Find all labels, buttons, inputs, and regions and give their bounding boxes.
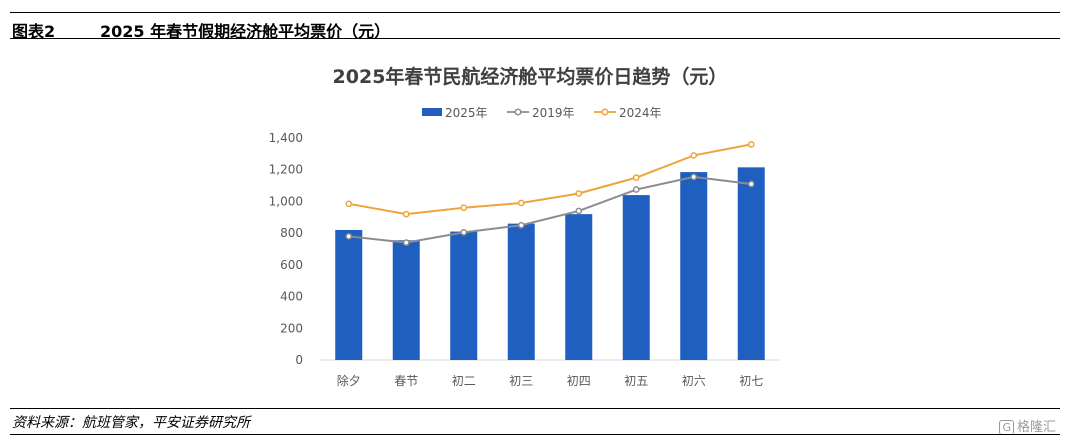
y-tick-label: 600 <box>280 258 303 272</box>
bar-2025 <box>507 223 535 360</box>
line-point-2024年 <box>402 210 410 218</box>
source-note: 资料来源：航班管家，平安证券研究所 <box>12 415 250 431</box>
line-point-2024年 <box>632 174 640 181</box>
line-point-2019年 <box>747 180 755 188</box>
legend-label: 2024年 <box>619 106 662 120</box>
line-point-2024年 <box>460 204 468 212</box>
line-point-2019年 <box>575 207 583 215</box>
footer-top-rule <box>10 408 1060 409</box>
line-point-2024年 <box>345 200 353 208</box>
x-tick-label: 初五 <box>624 374 648 388</box>
legend-swatch-bar <box>422 108 442 116</box>
footer-bottom-rule <box>10 434 1060 435</box>
watermark-logo-icon: G <box>999 420 1014 435</box>
chart-title: 2025年春节民航经济舱平均票价日趋势（元） <box>333 65 728 88</box>
line-series <box>345 140 755 247</box>
x-tick-label: 初七 <box>739 374 763 388</box>
x-axis: 除夕 春节 初二 初三 初四 初五 初六 初七 <box>320 359 780 388</box>
bar-2025 <box>335 229 363 360</box>
line-point-2024年 <box>575 190 583 197</box>
y-tick-label: 200 <box>280 321 303 335</box>
line-point-2019年 <box>632 186 640 193</box>
header-top-rule <box>10 12 1060 13</box>
legend-swatch-marker <box>601 108 609 116</box>
figure-label: 图表2 <box>12 22 56 41</box>
x-tick-label: 春节 <box>394 374 418 388</box>
line-2024年 <box>348 143 752 216</box>
figure-header: 图表2 2025 年春节假期经济舱平均票价（元） <box>10 6 1060 41</box>
legend-label: 2019年 <box>532 106 575 120</box>
y-tick-label: 400 <box>280 290 303 304</box>
watermark-text: 格隆汇 <box>1016 420 1056 435</box>
figure-title: 2025 年春节假期经济舱平均票价（元） <box>100 22 391 41</box>
x-tick-label: 初三 <box>509 374 533 388</box>
chart-legend: 2025年 2019年 2024年 <box>422 106 662 120</box>
line-point-2024年 <box>690 152 698 159</box>
x-tick-label: 初二 <box>452 374 476 388</box>
watermark: G 格隆汇 <box>999 416 1056 435</box>
fare-trend-chart: 2025年春节民航经济舱平均票价日趋势（元） 2025年 2019年 2024年 0… <box>269 65 780 388</box>
line-point-2019年 <box>402 239 410 247</box>
line-point-2024年 <box>747 140 755 148</box>
legend-label: 2025年 <box>445 106 488 120</box>
bar-2025 <box>737 167 765 360</box>
y-tick-label: 800 <box>280 226 303 240</box>
line-point-2024年 <box>517 199 525 207</box>
bar-2025 <box>565 214 593 360</box>
figure-footer: 资料来源：航班管家，平安证券研究所 G 格隆汇 <box>10 404 1060 444</box>
x-tick-label: 除夕 <box>337 373 361 388</box>
line-point-2019年 <box>517 221 525 229</box>
y-axis: 0 200 400 600 800 1,000 1,200 1,400 <box>269 131 303 367</box>
legend-swatch-marker <box>514 108 522 116</box>
y-tick-label: 1,400 <box>269 131 303 145</box>
bar-2025 <box>450 231 478 360</box>
line-point-2019年 <box>345 232 353 240</box>
x-tick-label: 初六 <box>682 374 706 388</box>
line-2019年 <box>348 175 752 244</box>
bar-2025 <box>680 172 708 360</box>
bar-2025 <box>392 240 420 360</box>
line-point-2019年 <box>690 173 698 181</box>
y-tick-label: 1,000 <box>269 194 303 208</box>
y-tick-label: 1,200 <box>269 163 303 177</box>
bar-series-2025 <box>335 167 765 360</box>
header-bottom-rule <box>10 38 1060 39</box>
bar-2025 <box>622 195 650 360</box>
x-tick-label: 初四 <box>567 374 591 388</box>
y-tick-label: 0 <box>295 353 303 367</box>
line-point-2019年 <box>460 229 468 236</box>
